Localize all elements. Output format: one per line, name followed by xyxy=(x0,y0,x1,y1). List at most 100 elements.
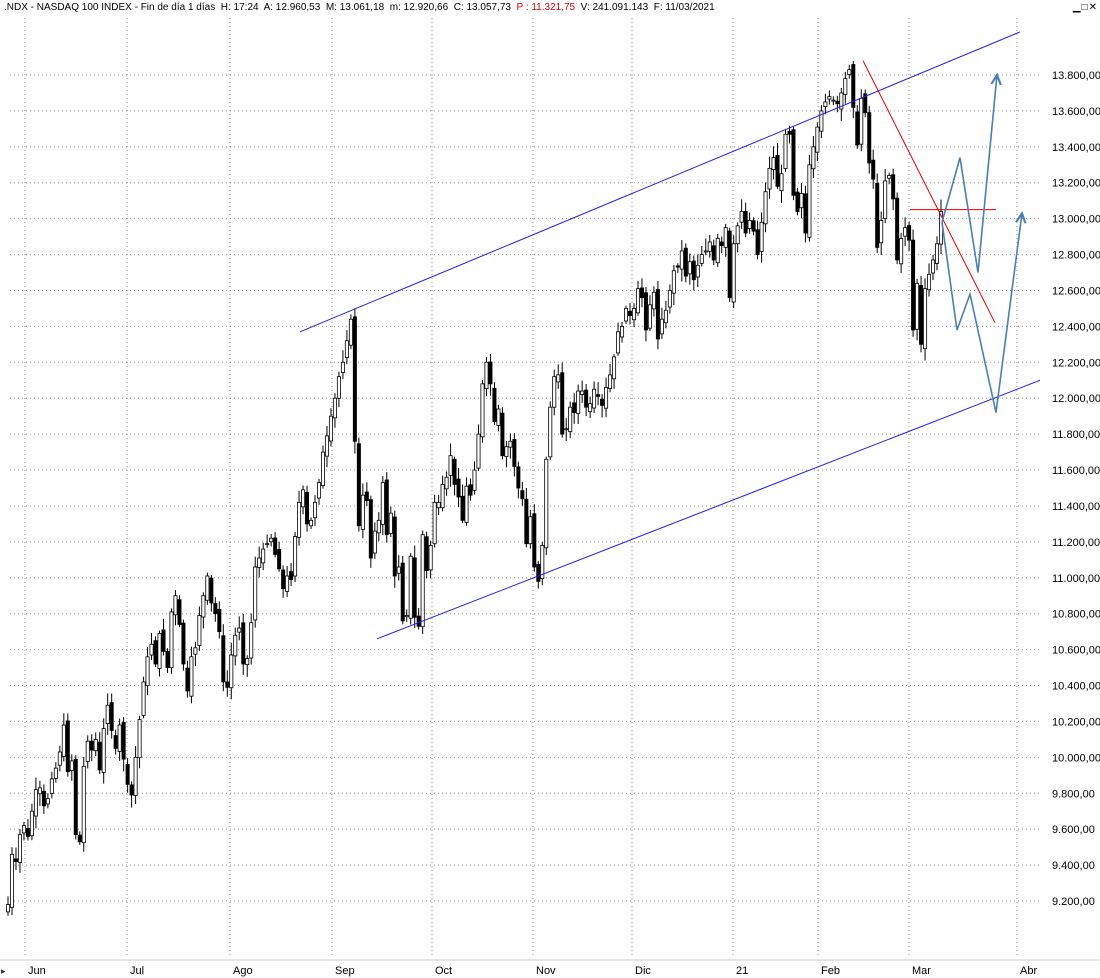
candle-body xyxy=(320,451,325,486)
candle-body xyxy=(129,784,134,796)
candle-body xyxy=(751,220,756,232)
candle-body xyxy=(588,403,593,412)
candle-body xyxy=(265,543,270,546)
candle-body xyxy=(205,575,210,601)
candle-body xyxy=(827,96,832,100)
candle-body xyxy=(915,282,920,330)
y-tick-label: 13.400,00 xyxy=(1052,142,1100,154)
title-field: A: 12.960,53 xyxy=(258,2,321,13)
candle-body xyxy=(348,318,353,346)
candle-body xyxy=(61,724,66,757)
candle-body xyxy=(404,615,409,618)
candle-body xyxy=(285,575,290,592)
candle-body xyxy=(432,501,437,545)
candle-body xyxy=(556,374,561,383)
candle-body xyxy=(197,615,202,646)
scroll-marker-icon[interactable]: ▸ xyxy=(1,966,6,976)
candle-body xyxy=(33,789,38,817)
candle-body xyxy=(157,633,162,669)
x-tick-label: Abr xyxy=(1020,965,1037,977)
candle-body xyxy=(77,834,82,843)
candle-body xyxy=(400,562,405,622)
candle-body xyxy=(388,512,393,534)
candle-body xyxy=(707,241,712,252)
candle-body xyxy=(631,308,636,321)
candle-body xyxy=(715,238,720,264)
candle-body xyxy=(536,564,541,582)
candle-body xyxy=(875,183,880,248)
candle-body xyxy=(568,406,573,433)
candle-body xyxy=(428,545,433,571)
candle-body xyxy=(907,225,912,241)
y-tick-label: 13.200,00 xyxy=(1052,178,1100,190)
candle-body xyxy=(496,408,501,426)
candle-body xyxy=(699,254,704,264)
candle-body xyxy=(524,498,529,545)
candle-body xyxy=(639,287,644,299)
candle-body xyxy=(895,197,900,261)
candle-body xyxy=(799,193,804,209)
candle-body xyxy=(141,681,146,716)
x-tick-label: Mar xyxy=(912,965,931,977)
candle-body xyxy=(819,110,824,132)
candle-body xyxy=(867,112,872,164)
close-icon[interactable]: ✕ xyxy=(1088,2,1098,13)
candle-body xyxy=(440,484,445,509)
x-tick-label: Jul xyxy=(130,965,144,977)
candle-body xyxy=(6,904,11,913)
candle-body xyxy=(815,126,820,153)
candle-body xyxy=(695,264,700,278)
candle-body xyxy=(859,97,864,145)
candle-body xyxy=(456,478,461,498)
candle-body xyxy=(241,622,246,665)
candle-body xyxy=(372,530,377,554)
candle-body xyxy=(81,765,86,844)
maximize-icon[interactable]: □ xyxy=(1081,2,1089,13)
candle-body xyxy=(460,495,465,521)
candle-body xyxy=(584,389,589,408)
candle-body xyxy=(217,608,222,633)
candle-body xyxy=(121,722,126,760)
candle-body xyxy=(719,241,724,246)
y-tick-label: 12.800,00 xyxy=(1052,250,1100,262)
candle-body xyxy=(711,245,716,261)
candle-body xyxy=(245,658,250,666)
candle-body xyxy=(807,164,812,238)
candle-body xyxy=(608,374,613,389)
candle-body xyxy=(919,285,924,345)
candle-body xyxy=(600,398,605,406)
candle-body xyxy=(113,735,118,749)
y-tick-label: 9.200,00 xyxy=(1052,896,1095,908)
candle-body xyxy=(811,146,816,170)
candle-body xyxy=(201,595,206,618)
candle-body xyxy=(105,704,110,724)
candle-body xyxy=(931,259,936,274)
candle-body xyxy=(512,439,517,467)
title-bar: .NDX - NASDAQ 100 INDEX - Fin de día 1 d… xyxy=(0,0,1100,16)
candle-body xyxy=(261,548,266,564)
candle-body xyxy=(209,577,214,604)
title-field: F: 11/03/2021 xyxy=(648,2,715,13)
candle-body xyxy=(472,469,477,491)
candle-body xyxy=(297,501,302,538)
candle-body xyxy=(177,599,182,625)
candle-body xyxy=(516,466,521,489)
y-tick-label: 12.400,00 xyxy=(1052,321,1100,333)
candle-body xyxy=(161,629,166,652)
candle-body xyxy=(759,221,764,252)
candle-body xyxy=(532,513,537,568)
candle-body xyxy=(37,787,42,795)
candle-body xyxy=(731,243,736,303)
title-field: H: 17:24 xyxy=(215,2,259,13)
candle-body xyxy=(109,702,114,731)
candle-body xyxy=(612,356,617,380)
candle-body xyxy=(416,615,421,627)
title-field: P : 11.321,75 xyxy=(510,2,576,13)
candle-body xyxy=(412,557,417,618)
candle-body xyxy=(253,566,258,621)
resistance-diagonal-line xyxy=(862,60,996,324)
candle-body xyxy=(659,318,664,335)
candle-body xyxy=(396,566,401,574)
window-controls: ▁□✕ xyxy=(1073,2,1098,13)
minimize-icon[interactable]: ▁ xyxy=(1072,2,1082,13)
